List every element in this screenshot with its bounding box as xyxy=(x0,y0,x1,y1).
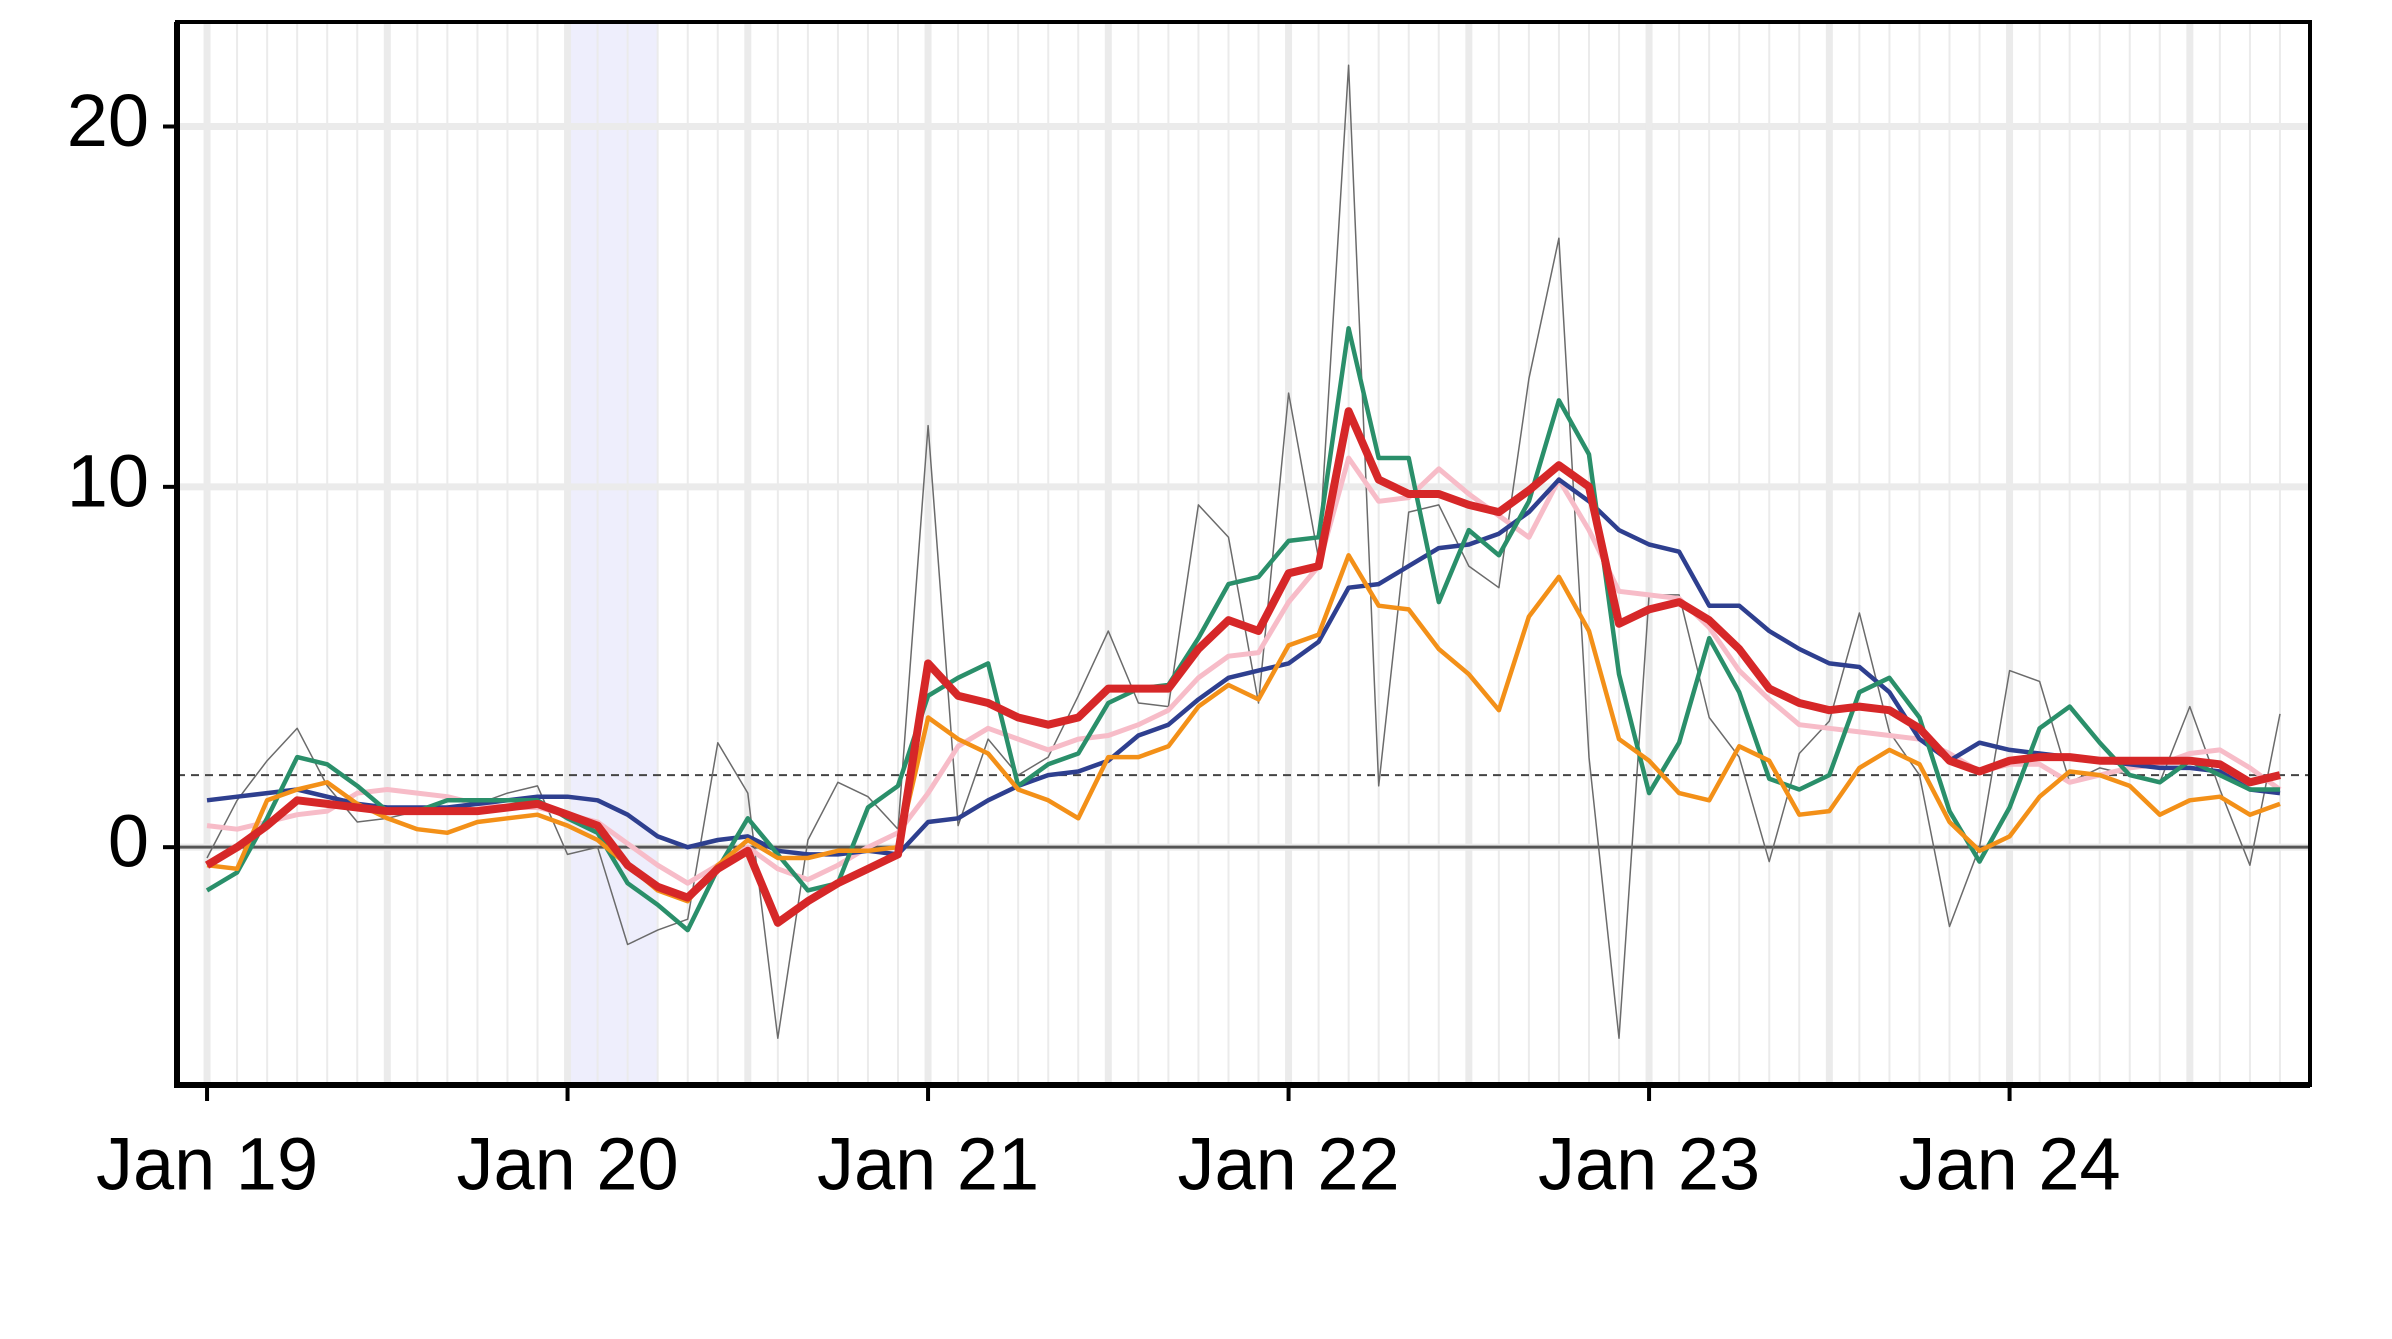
series-line xyxy=(206,455,2282,886)
plot-frame xyxy=(175,20,2312,1087)
series-line xyxy=(206,553,2281,904)
x-tick-label: Jan 20 xyxy=(456,1123,678,1206)
y-tick-label: 0 xyxy=(108,800,149,883)
series-line xyxy=(204,407,2281,927)
x-tick-label: Jan 21 xyxy=(817,1123,1039,1206)
y-tick-label: 10 xyxy=(67,439,149,522)
x-tick-label: Jan 24 xyxy=(1898,1123,2120,1206)
x-tick-label: Jan 19 xyxy=(96,1123,318,1206)
series-line xyxy=(206,64,2281,1039)
x-tick-label: Jan 22 xyxy=(1177,1123,1399,1206)
x-tick-label: Jan 23 xyxy=(1538,1123,1760,1206)
y-tick-label: 20 xyxy=(67,79,149,162)
shaded-period xyxy=(567,22,658,1085)
